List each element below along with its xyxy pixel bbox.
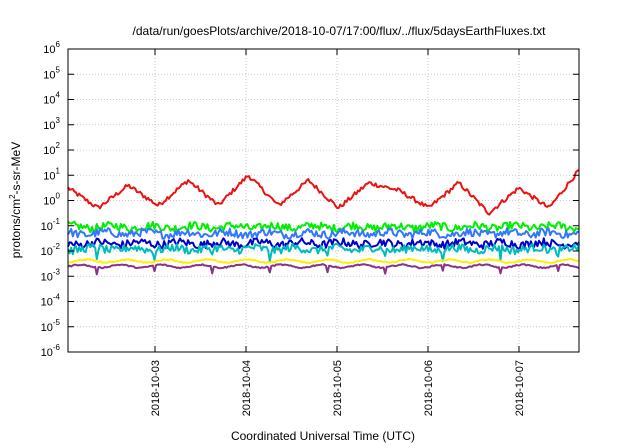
y-tick-label: 103 bbox=[43, 116, 60, 132]
y-tick-label: 104 bbox=[43, 91, 60, 107]
series-line bbox=[67, 263, 580, 276]
series-line bbox=[67, 242, 580, 263]
y-tick-label: 10-4 bbox=[41, 293, 61, 309]
series-line bbox=[67, 168, 580, 216]
y-axis-ticks: 10-6 10-5 10-4 10-3 10-2 10-1 100 101 102 103 104 1… bbox=[41, 40, 579, 359]
series-line bbox=[67, 220, 580, 234]
y-axis-label: protons/cm2-s-sr-MeV bbox=[8, 142, 23, 258]
y-tick-label: 10-2 bbox=[41, 242, 61, 258]
x-axis-ticks: 2018-10-03 2018-10-04 2018-10-05 2018-10-06… bbox=[150, 49, 526, 416]
x-tick-label: 2018-10-06 bbox=[423, 360, 435, 416]
y-tick-label: 10-1 bbox=[41, 217, 61, 233]
y-tick-label: 10-6 bbox=[41, 343, 61, 359]
x-tick-label: 2018-10-03 bbox=[150, 360, 162, 416]
series-line bbox=[67, 227, 580, 240]
x-tick-label: 2018-10-05 bbox=[332, 360, 344, 416]
y-tick-label: 106 bbox=[43, 40, 60, 56]
x-tick-label: 2018-10-07 bbox=[514, 360, 526, 416]
y-tick-label: 10-3 bbox=[41, 267, 61, 283]
series-line bbox=[67, 257, 580, 265]
data-series bbox=[67, 168, 580, 276]
x-tick-label: 2018-10-04 bbox=[241, 360, 253, 416]
chart-title: /data/run/goesPlots/archive/2018-10-07/1… bbox=[133, 24, 547, 38]
x-axis-label: Coordinated Universal Time (UTC) bbox=[231, 429, 415, 443]
y-tick-label: 102 bbox=[43, 141, 60, 157]
y-tick-label: 100 bbox=[43, 192, 60, 208]
y-tick-label: 105 bbox=[43, 65, 60, 81]
y-tick-label: 10-5 bbox=[41, 318, 61, 334]
y-tick-label: 101 bbox=[43, 166, 60, 182]
